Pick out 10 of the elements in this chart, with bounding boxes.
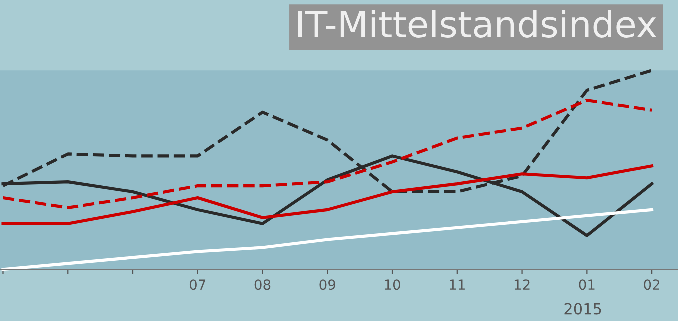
x-tick-label: 08 xyxy=(254,280,271,290)
x-tick-label: 09 xyxy=(320,280,336,290)
chart-title: IT-Mittelstandsindex xyxy=(298,10,656,38)
x-tick-label: 10 xyxy=(385,280,400,290)
x-tick-label: 12 xyxy=(514,280,530,290)
text: 2015 xyxy=(564,303,602,315)
x-tick-label: 02 xyxy=(644,280,660,290)
x-tick-label: 07 xyxy=(190,280,206,290)
x-tick-label: 01 xyxy=(579,280,595,290)
x-tick-label: 11 xyxy=(450,280,465,290)
